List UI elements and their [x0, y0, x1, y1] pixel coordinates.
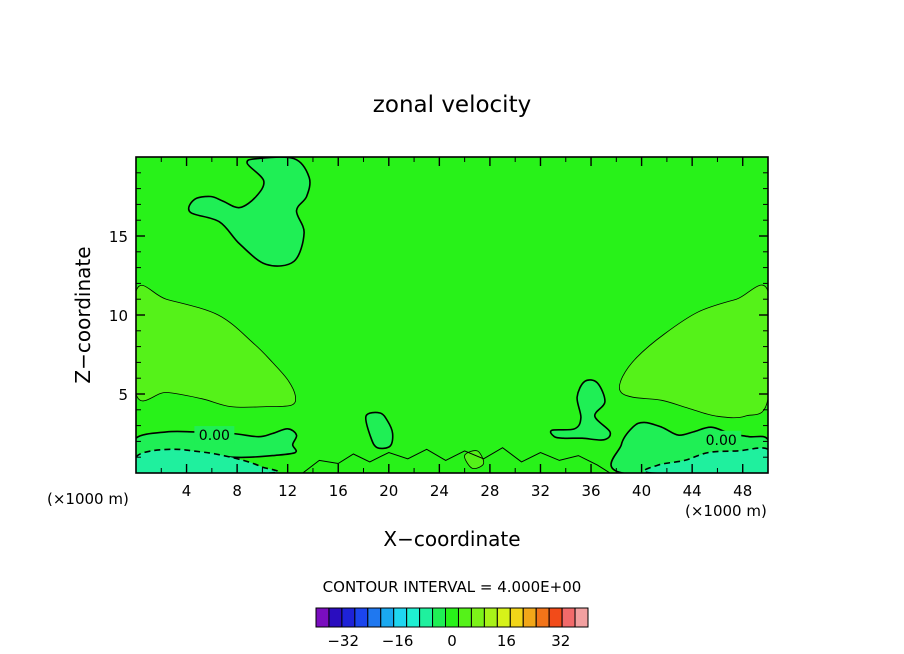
contour-label: 0.00: [706, 433, 737, 449]
colorbar: −32 −16 0 16 32: [315, 607, 589, 650]
colorbar-swatch: [509, 607, 524, 628]
colorbar-swatch: [522, 607, 537, 628]
y-axis-ticks: 5 10 15: [109, 172, 768, 458]
colorbar-swatch: [406, 607, 421, 628]
contour-region-mid-negative-19: [364, 411, 394, 450]
x-tick-label: 28: [480, 482, 499, 500]
contour-region-mid-positive-specks: [464, 450, 485, 469]
contour-region-right-surface-strong-negative: [643, 447, 768, 473]
y-axis-label: Z−coordinate: [71, 246, 95, 383]
x-tick-label: 44: [683, 482, 702, 500]
colorbar-swatch: [354, 607, 369, 628]
contour-region-upper-negative-blob: [187, 157, 311, 267]
chart-title: zonal velocity: [373, 92, 531, 118]
colorbar-swatch: [419, 607, 434, 628]
contour-label-bg: [194, 426, 235, 444]
x-tick-label: 48: [733, 482, 752, 500]
contour-region-left-surface-strong-negative: [136, 448, 279, 473]
colorbar-swatch: [548, 607, 563, 628]
x-tick-label: 12: [278, 482, 297, 500]
contour-region-right-positive-lobe: [618, 284, 768, 419]
contour-interval-text: CONTOUR INTERVAL = 4.000E+00: [323, 578, 582, 596]
y-tick-label: 10: [109, 307, 128, 325]
surface-contour-line: [302, 447, 611, 473]
colorbar-tick-label: −16: [382, 632, 414, 650]
colorbar-swatch: [457, 607, 472, 628]
colorbar-swatch: [535, 607, 550, 628]
colorbar-tick-label: 16: [497, 632, 516, 650]
colorbar-swatch: [380, 607, 395, 628]
x-unit-label-left: (×1000 m): [47, 490, 129, 508]
colorbar-swatch: [470, 607, 485, 628]
contour-region-mid-negative-36: [549, 379, 612, 441]
x-tick-label: 8: [232, 482, 242, 500]
x-tick-label: 24: [430, 482, 449, 500]
colorbar-tick-label: −32: [327, 632, 359, 650]
colorbar-tick-label: 0: [447, 632, 457, 650]
x-axis-ticks: 4 8 12 16 20 24 28 32 36 40 44 48: [160, 157, 752, 500]
contour-region-left-positive-lobe: [136, 284, 297, 408]
x-tick-label: 4: [182, 482, 192, 500]
colorbar-swatch: [367, 607, 382, 628]
colorbar-swatch: [561, 607, 576, 628]
contour-label: 0.00: [199, 428, 230, 444]
colorbar-swatch: [328, 607, 343, 628]
x-unit-label-right: (×1000 m): [685, 502, 767, 520]
x-tick-label: 32: [531, 482, 550, 500]
contour-labels: 0.00 0.00: [194, 426, 742, 449]
x-tick-label: 20: [379, 482, 398, 500]
y-tick-label: 15: [109, 228, 128, 246]
colorbar-tick-label: 32: [551, 632, 570, 650]
colorbar-swatch: [496, 607, 511, 628]
colorbar-swatch: [574, 607, 589, 628]
colorbar-swatch: [483, 607, 498, 628]
x-tick-label: 16: [329, 482, 348, 500]
colorbar-swatch: [341, 607, 356, 628]
y-tick-label: 5: [118, 386, 128, 404]
x-tick-label: 40: [632, 482, 651, 500]
colorbar-swatch: [315, 607, 330, 628]
colorbar-swatch: [393, 607, 408, 628]
contour-lines: [302, 447, 611, 473]
colorbar-swatch: [432, 607, 447, 628]
contour-label-bg: [701, 430, 742, 448]
colorbar-swatch: [445, 607, 459, 628]
x-tick-label: 36: [581, 482, 600, 500]
x-axis-label: X−coordinate: [383, 527, 520, 551]
